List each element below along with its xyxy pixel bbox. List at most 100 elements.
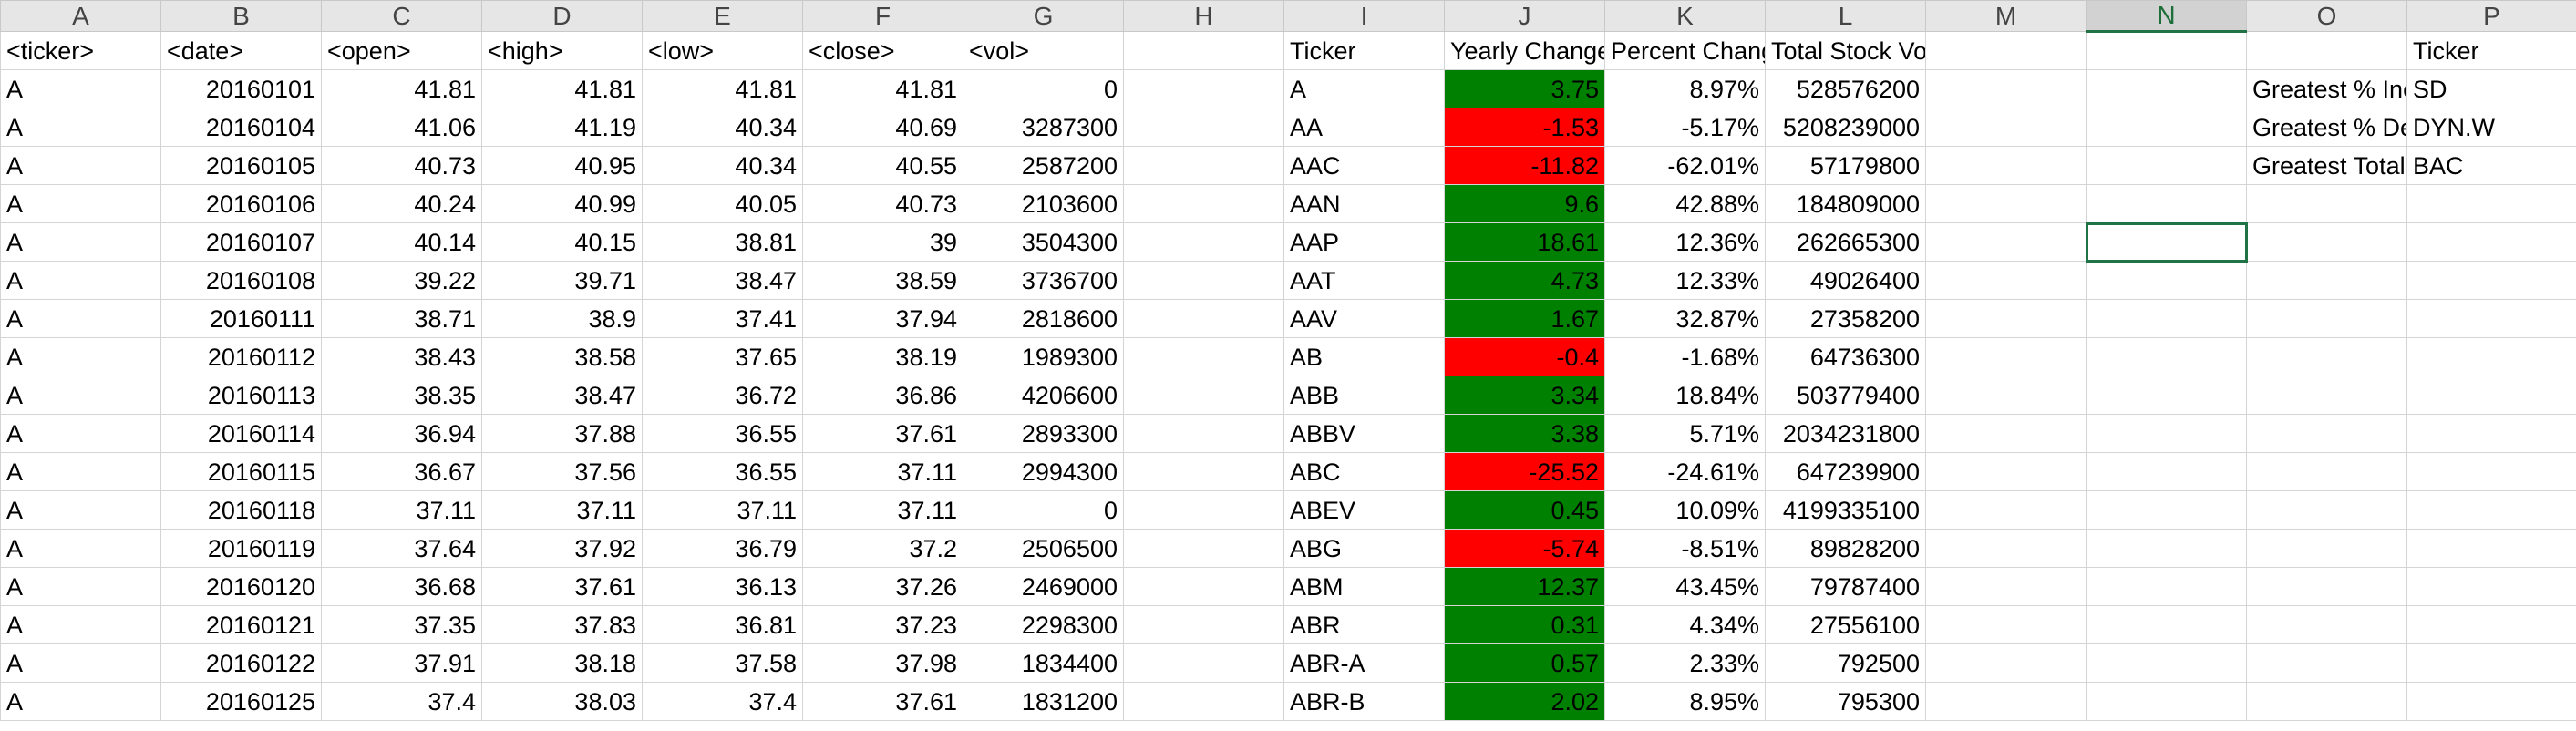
cell-D6[interactable]: 40.15 xyxy=(481,222,643,262)
cell-B15[interactable]: 20160120 xyxy=(160,567,322,606)
cell-L11[interactable]: 2034231800 xyxy=(1765,414,1926,453)
cell-E4[interactable]: 40.34 xyxy=(642,146,803,185)
cell-H7[interactable] xyxy=(1123,261,1284,300)
cell-L10[interactable]: 503779400 xyxy=(1765,376,1926,415)
cell-F13[interactable]: 37.11 xyxy=(802,490,963,530)
cell-H17[interactable] xyxy=(1123,643,1284,683)
cell-D18[interactable]: 38.03 xyxy=(481,682,643,721)
cell-E10[interactable]: 36.72 xyxy=(642,376,803,415)
cell-K16[interactable]: 4.34% xyxy=(1604,605,1766,644)
cell-C1[interactable]: <open> xyxy=(321,31,482,70)
cell-A8[interactable]: A xyxy=(0,299,161,338)
cell-A1[interactable]: <ticker> xyxy=(0,31,161,70)
cell-A16[interactable]: A xyxy=(0,605,161,644)
cell-J7[interactable]: 4.73 xyxy=(1444,261,1605,300)
cell-J13[interactable]: 0.45 xyxy=(1444,490,1605,530)
cell-E1[interactable]: <low> xyxy=(642,31,803,70)
cell-J9[interactable]: -0.4 xyxy=(1444,337,1605,376)
column-header-f[interactable]: F xyxy=(802,0,963,32)
cell-B7[interactable]: 20160108 xyxy=(160,261,322,300)
cell-I17[interactable]: ABR-A xyxy=(1283,643,1445,683)
cell-A12[interactable]: A xyxy=(0,452,161,491)
cell-D9[interactable]: 38.58 xyxy=(481,337,643,376)
cell-O17[interactable] xyxy=(2246,643,2407,683)
cell-G18[interactable]: 1831200 xyxy=(963,682,1124,721)
cell-H3[interactable] xyxy=(1123,108,1284,147)
cell-C4[interactable]: 40.73 xyxy=(321,146,482,185)
cell-F2[interactable]: 41.81 xyxy=(802,69,963,108)
cell-L12[interactable]: 647239900 xyxy=(1765,452,1926,491)
cell-G2[interactable]: 0 xyxy=(963,69,1124,108)
cell-L6[interactable]: 262665300 xyxy=(1765,222,1926,262)
cell-I2[interactable]: A xyxy=(1283,69,1445,108)
cell-P12[interactable] xyxy=(2406,452,2576,491)
cell-N14[interactable] xyxy=(2086,529,2247,568)
cell-N6[interactable] xyxy=(2085,221,2248,263)
cell-H16[interactable] xyxy=(1123,605,1284,644)
cell-F18[interactable]: 37.61 xyxy=(802,682,963,721)
cell-G17[interactable]: 1834400 xyxy=(963,643,1124,683)
cell-P17[interactable] xyxy=(2406,643,2576,683)
cell-J12[interactable]: -25.52 xyxy=(1444,452,1605,491)
cell-M11[interactable] xyxy=(1925,414,2087,453)
cell-P4[interactable]: BAC xyxy=(2406,146,2576,185)
cell-C7[interactable]: 39.22 xyxy=(321,261,482,300)
cell-K7[interactable]: 12.33% xyxy=(1604,261,1766,300)
cell-K18[interactable]: 8.95% xyxy=(1604,682,1766,721)
cell-F1[interactable]: <close> xyxy=(802,31,963,70)
cell-C18[interactable]: 37.4 xyxy=(321,682,482,721)
column-header-k[interactable]: K xyxy=(1604,0,1766,32)
cell-L7[interactable]: 49026400 xyxy=(1765,261,1926,300)
cell-E17[interactable]: 37.58 xyxy=(642,643,803,683)
column-header-a[interactable]: A xyxy=(0,0,161,32)
cell-D15[interactable]: 37.61 xyxy=(481,567,643,606)
cell-B11[interactable]: 20160114 xyxy=(160,414,322,453)
cell-M2[interactable] xyxy=(1925,69,2087,108)
cell-N5[interactable] xyxy=(2086,184,2247,223)
cell-O11[interactable] xyxy=(2246,414,2407,453)
cell-H11[interactable] xyxy=(1123,414,1284,453)
cell-D12[interactable]: 37.56 xyxy=(481,452,643,491)
cell-I7[interactable]: AAT xyxy=(1283,261,1445,300)
cell-C17[interactable]: 37.91 xyxy=(321,643,482,683)
cell-B13[interactable]: 20160118 xyxy=(160,490,322,530)
cell-P13[interactable] xyxy=(2406,490,2576,530)
cell-P9[interactable] xyxy=(2406,337,2576,376)
cell-J11[interactable]: 3.38 xyxy=(1444,414,1605,453)
cell-L5[interactable]: 184809000 xyxy=(1765,184,1926,223)
cell-F14[interactable]: 37.2 xyxy=(802,529,963,568)
cell-G10[interactable]: 4206600 xyxy=(963,376,1124,415)
cell-M17[interactable] xyxy=(1925,643,2087,683)
cell-N9[interactable] xyxy=(2086,337,2247,376)
cell-A5[interactable]: A xyxy=(0,184,161,223)
cell-O2[interactable]: Greatest % Increase xyxy=(2246,69,2407,108)
cell-P14[interactable] xyxy=(2406,529,2576,568)
cell-I9[interactable]: AB xyxy=(1283,337,1445,376)
cell-M18[interactable] xyxy=(1925,682,2087,721)
cell-J17[interactable]: 0.57 xyxy=(1444,643,1605,683)
cell-O7[interactable] xyxy=(2246,261,2407,300)
cell-D14[interactable]: 37.92 xyxy=(481,529,643,568)
cell-D13[interactable]: 37.11 xyxy=(481,490,643,530)
cell-P8[interactable] xyxy=(2406,299,2576,338)
cell-P5[interactable] xyxy=(2406,184,2576,223)
cell-O1[interactable] xyxy=(2246,31,2407,70)
cell-K8[interactable]: 32.87% xyxy=(1604,299,1766,338)
column-header-n[interactable]: N xyxy=(2086,0,2247,33)
cell-C6[interactable]: 40.14 xyxy=(321,222,482,262)
cell-J14[interactable]: -5.74 xyxy=(1444,529,1605,568)
cell-O12[interactable] xyxy=(2246,452,2407,491)
cell-E15[interactable]: 36.13 xyxy=(642,567,803,606)
cell-L1[interactable]: Total Stock Volume xyxy=(1765,31,1926,70)
cell-L15[interactable]: 79787400 xyxy=(1765,567,1926,606)
cell-O10[interactable] xyxy=(2246,376,2407,415)
cell-C10[interactable]: 38.35 xyxy=(321,376,482,415)
cell-E9[interactable]: 37.65 xyxy=(642,337,803,376)
cell-L9[interactable]: 64736300 xyxy=(1765,337,1926,376)
cell-H9[interactable] xyxy=(1123,337,1284,376)
cell-N17[interactable] xyxy=(2086,643,2247,683)
cell-B17[interactable]: 20160122 xyxy=(160,643,322,683)
column-header-m[interactable]: M xyxy=(1925,0,2087,32)
cell-G5[interactable]: 2103600 xyxy=(963,184,1124,223)
cell-E8[interactable]: 37.41 xyxy=(642,299,803,338)
